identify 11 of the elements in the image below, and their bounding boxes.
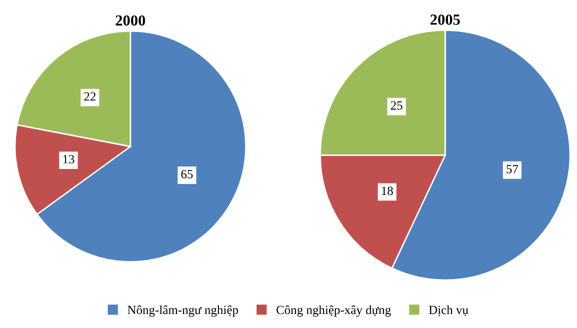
data-label: 25 (390, 101, 402, 110)
data-label: 65 (181, 170, 193, 178)
data-label: 13 (63, 155, 74, 164)
data-label: 22 (84, 92, 96, 101)
chart-title: 2000 (116, 15, 146, 26)
legend-label: Dịch vụ (428, 305, 468, 316)
legend-label: Nông-lâm-ngư nghiệp (128, 305, 238, 317)
data-label: 57 (506, 164, 518, 174)
legend-label: Công nghiệp-xây dựng (276, 305, 391, 317)
data-label: 18 (382, 186, 393, 196)
chart-title: 2005 (430, 14, 460, 25)
